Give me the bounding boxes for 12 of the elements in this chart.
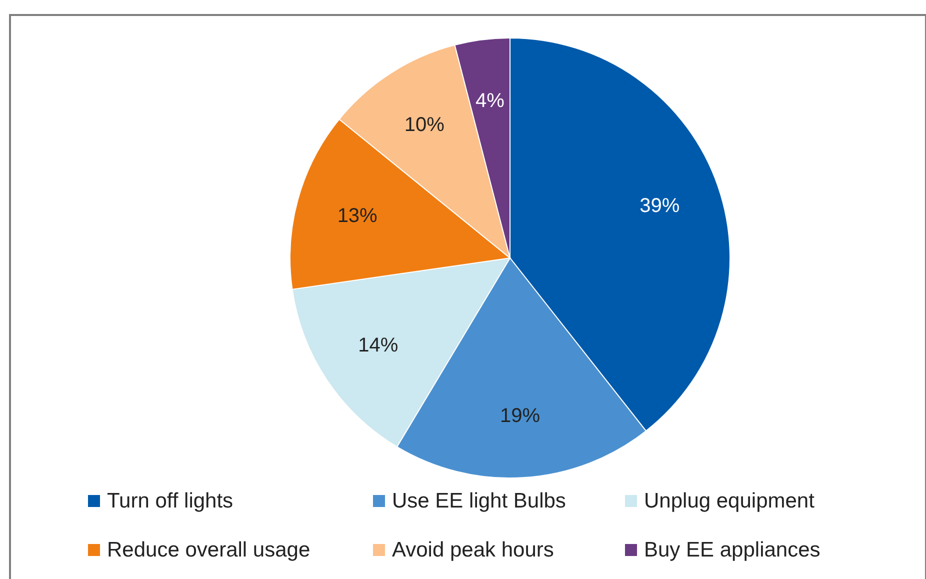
legend-label: Turn off lights <box>107 490 234 512</box>
data-label: 10% <box>404 114 445 136</box>
legend-label: Avoid peak hours <box>392 538 554 562</box>
data-label: 19% <box>500 405 540 428</box>
legend-label: Buy EE appliances <box>644 538 820 562</box>
data-label: 4% <box>475 90 505 112</box>
data-label: 39% <box>640 195 680 218</box>
legend-label: Unplug equipment <box>644 490 815 512</box>
data-label: 13% <box>337 204 378 227</box>
data-label: 14% <box>358 334 398 357</box>
legend-label: Use EE light Bulbs <box>392 490 566 512</box>
legend-label: Reduce overall usage <box>107 538 310 562</box>
